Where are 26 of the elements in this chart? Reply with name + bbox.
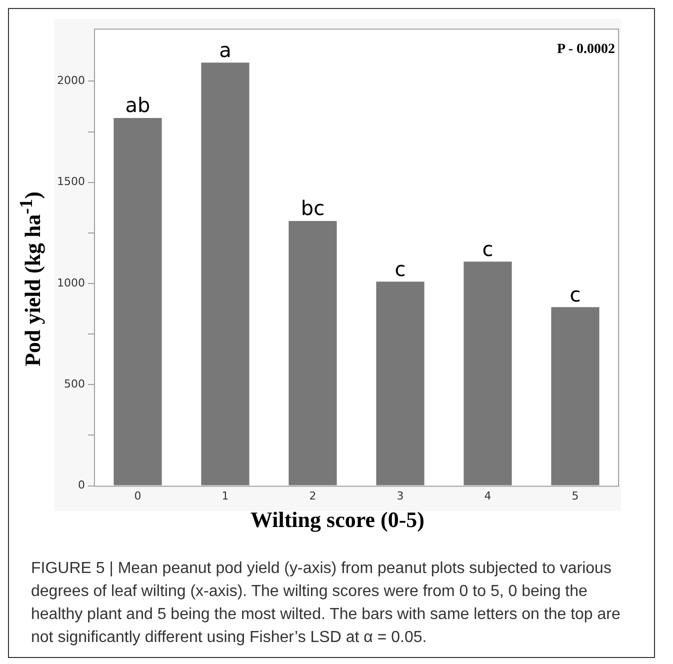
annotation: c	[570, 282, 581, 306]
annotation: bc	[300, 196, 325, 220]
x-tick-label: 2	[309, 489, 316, 502]
x-tick-label: 5	[572, 489, 579, 502]
x-axis-title: Wilting score (0-5)	[250, 507, 426, 533]
y-tick-label: 2000	[56, 74, 85, 88]
y-tick-label: 0	[78, 478, 85, 492]
annotation: c	[482, 236, 494, 261]
y-tick-label: 500	[64, 378, 85, 391]
annotation: c	[394, 256, 406, 281]
bar	[114, 118, 162, 486]
annotation: P - 0.0002	[557, 42, 615, 58]
y-tick-label: 1500	[56, 175, 85, 188]
bar	[288, 220, 337, 486]
x-tick-label: 1	[222, 489, 229, 502]
bar	[464, 262, 512, 486]
annotation: ab	[125, 93, 150, 118]
y-tick-label: 1000	[56, 276, 85, 290]
x-tick-label: 4	[484, 489, 492, 502]
bar	[551, 307, 600, 486]
x-tick-label: 3	[396, 489, 404, 502]
bar	[201, 62, 250, 486]
caption: FIGURE 5 | Mean peanut pod yield (y-axis) from peanut plots subjected to various degrees of leaf wilting (x-axis). The wilting scores were from 0 to 5, 0 being the healthy plant and 5 being the most wilted. The bars with same letters on the top are not significantly different using Fisher’s LSD at α = 0.05.	[31, 559, 622, 648]
bar	[376, 282, 424, 486]
x-tick-label: 0	[134, 489, 142, 502]
annotation: a	[219, 38, 232, 62]
